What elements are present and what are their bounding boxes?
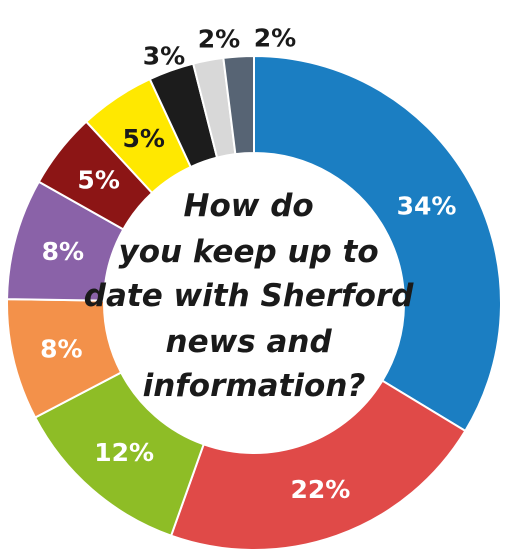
center-line-1: How do (184, 188, 314, 224)
center-line-3: date with Sherford (84, 278, 414, 314)
donut-slice (169, 379, 467, 551)
donut-slice (222, 54, 255, 156)
slice-labels: 34% 22% 12% 8% 8% 5%5% 3% 2% 2% (40, 24, 456, 505)
slice-label: 2% (254, 24, 296, 53)
center-question: How do you keep up to date with Sherford… (84, 188, 424, 404)
slice-label: 2% (198, 25, 240, 54)
slice-label: 3% (143, 42, 185, 71)
center-line-2: you keep up to (119, 234, 379, 270)
center-line-4: news and (166, 324, 333, 360)
slice-label: 8% (42, 237, 84, 266)
slice-label: 8% (40, 334, 82, 363)
slice-label: 12% (94, 438, 154, 467)
center-line-5: information? (143, 368, 366, 404)
slice-label: 5% (122, 124, 164, 153)
slice-label: 22% (291, 475, 351, 504)
donut-slice (253, 54, 502, 433)
slice-label: 5% (77, 166, 119, 195)
slice-label: 34% (397, 191, 457, 220)
donut-slices (6, 54, 502, 551)
